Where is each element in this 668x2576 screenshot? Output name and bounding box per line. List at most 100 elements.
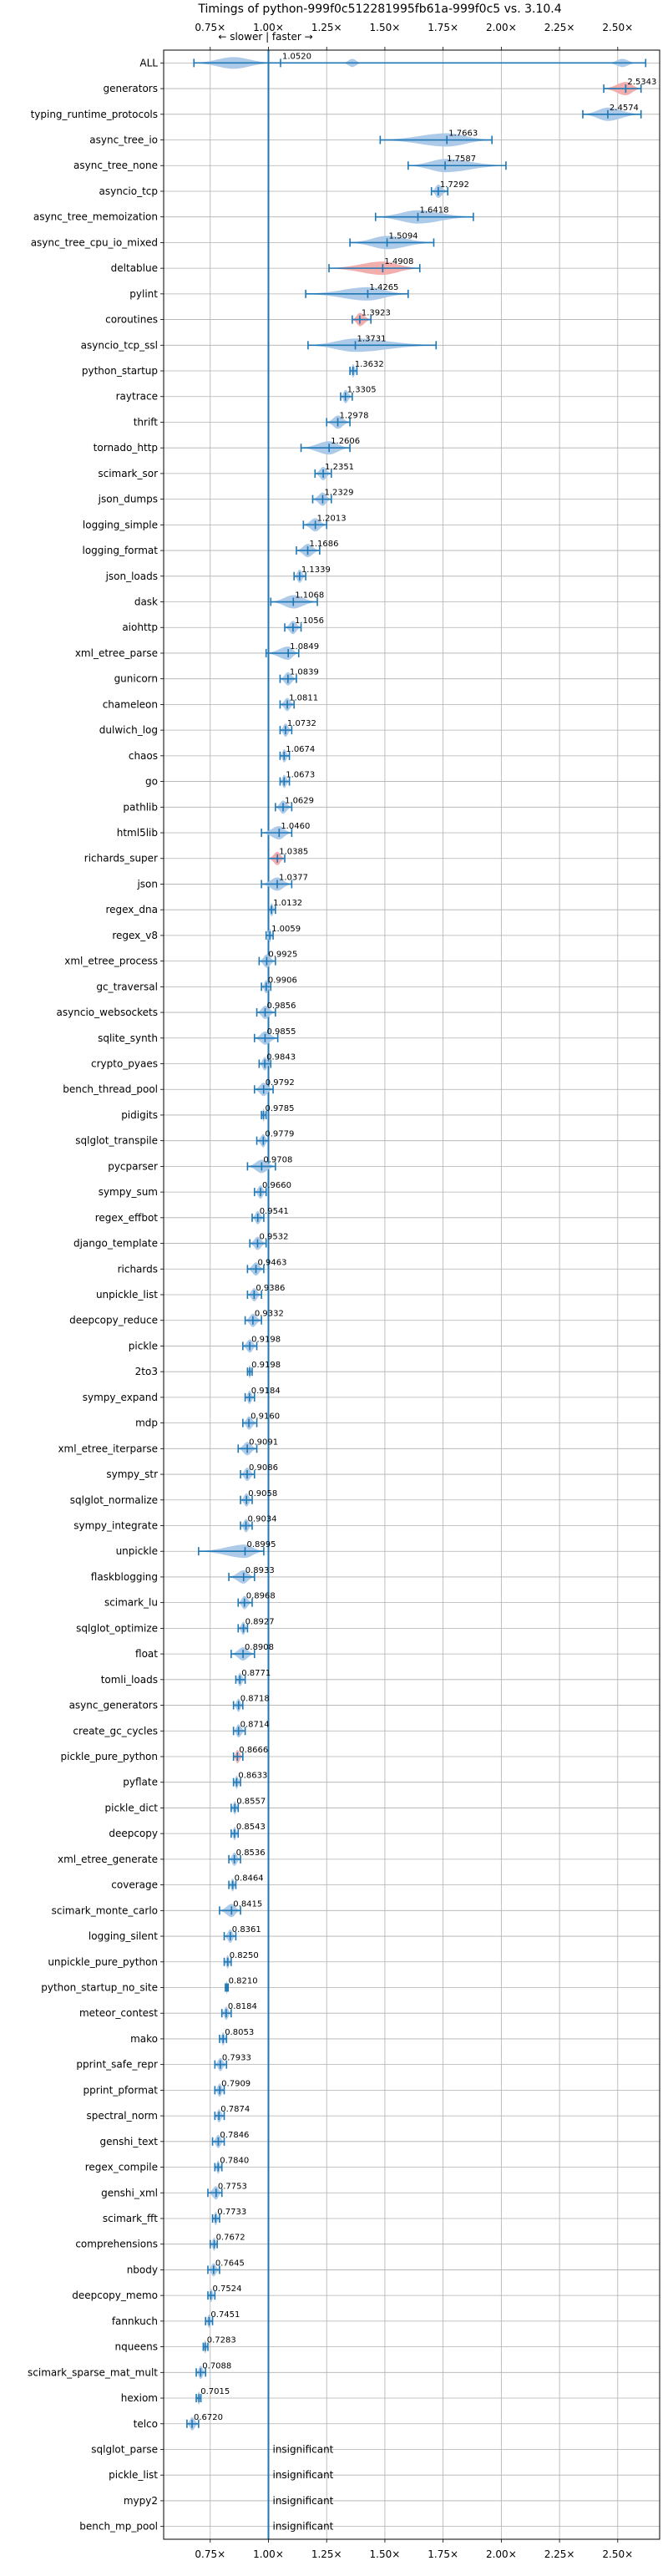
benchmark-label: pickle_pure_python bbox=[61, 1751, 158, 1762]
median-value-label: 0.9091 bbox=[249, 1438, 278, 1447]
benchmark-label: pyflate bbox=[123, 1777, 158, 1788]
median-value-label: 0.8250 bbox=[230, 1951, 259, 1960]
median-value-label: 0.7753 bbox=[218, 2182, 247, 2191]
benchmark-label: sympy_integrate bbox=[73, 1519, 158, 1531]
x-tick-label-top: 1.00× bbox=[253, 22, 284, 33]
median-value-label: 0.9184 bbox=[251, 1387, 281, 1396]
benchmark-label: sympy_str bbox=[106, 1468, 158, 1480]
median-value-label: 0.8995 bbox=[246, 1540, 276, 1549]
grid-layer bbox=[164, 50, 660, 2539]
median-value-label: 1.4265 bbox=[369, 283, 398, 292]
median-value-label: 0.9855 bbox=[266, 1027, 296, 1037]
benchmark-label: telco bbox=[134, 2418, 158, 2430]
chart-title: Timings of python-999f0c512281995fb61a-9… bbox=[197, 3, 561, 16]
median-value-label: 0.8210 bbox=[229, 1976, 258, 1985]
median-value-label: 0.8361 bbox=[232, 1925, 261, 1935]
benchmark-label: xml_etree_process bbox=[64, 956, 158, 967]
benchmark-label: pickle_dict bbox=[105, 1802, 159, 1813]
benchmark-label: dulwich_log bbox=[99, 724, 158, 736]
median-value-label: 1.2351 bbox=[325, 463, 354, 472]
benchmark-label: hexiom bbox=[121, 2392, 158, 2404]
benchmark-label: logging_silent bbox=[89, 1930, 158, 1942]
benchmark-label: aiohttp bbox=[122, 621, 158, 633]
x-tick-label-top: 2.25× bbox=[544, 22, 575, 33]
insignificant-label: insignificant bbox=[272, 2469, 333, 2481]
benchmark-label: flaskblogging bbox=[91, 1571, 158, 1583]
benchmark-label: json_loads bbox=[105, 570, 158, 582]
benchmark-label: gc_traversal bbox=[96, 981, 158, 992]
median-value-label: 1.0460 bbox=[281, 822, 310, 831]
benchmark-label: meteor_contest bbox=[79, 2007, 158, 2019]
median-value-label: 0.8968 bbox=[246, 1592, 276, 1601]
benchmark-label: sqlite_synth bbox=[98, 1032, 158, 1044]
benchmark-label: logging_simple bbox=[83, 519, 158, 530]
x-tick-label-top: 0.75× bbox=[195, 22, 225, 33]
benchmark-label: raytrace bbox=[116, 391, 158, 403]
median-value-label: 0.9925 bbox=[268, 951, 297, 960]
axis-layer: 0.75× 0.75× 1.00× 1.00× 1.25× 1.25× 1.50× 1.50×… bbox=[160, 22, 660, 2560]
median-value-label: 0.7283 bbox=[207, 2336, 236, 2345]
benchmark-label: deepcopy_memo bbox=[72, 2289, 158, 2301]
benchmark-label: python_startup bbox=[82, 365, 158, 377]
benchmark-label: asyncio_websockets bbox=[57, 1007, 158, 1018]
benchmark-label: gunicorn bbox=[114, 673, 158, 685]
benchmark-label: fannkuch bbox=[112, 2315, 158, 2327]
median-value-label: 0.9086 bbox=[249, 1463, 278, 1473]
benchmark-label: create_gc_cycles bbox=[73, 1725, 158, 1737]
median-value-label: 0.9058 bbox=[248, 1489, 277, 1498]
median-value-label: 0.8714 bbox=[240, 1720, 270, 1729]
benchmark-label: pylint bbox=[129, 288, 158, 300]
benchmark-label: regex_compile bbox=[85, 2162, 158, 2173]
median-value-label: 0.7524 bbox=[212, 2284, 241, 2294]
benchmark-label: richards bbox=[118, 1263, 158, 1275]
median-value-label: 0.9856 bbox=[266, 1001, 296, 1011]
x-tick-label-top: 1.50× bbox=[370, 22, 401, 33]
benchmark-label: pprint_safe_repr bbox=[76, 2059, 158, 2071]
benchmark-label: async_tree_memoization bbox=[33, 211, 158, 223]
benchmark-label: scimark_sparse_mat_mult bbox=[28, 2366, 158, 2378]
benchmark-label: richards_super bbox=[84, 853, 158, 865]
median-value-label: 0.7909 bbox=[221, 2079, 250, 2088]
benchmark-label: chameleon bbox=[103, 698, 158, 710]
median-value-label: 0.9708 bbox=[263, 1155, 292, 1164]
benchmark-label: chaos bbox=[129, 750, 158, 762]
benchmark-label: 2to3 bbox=[135, 1366, 158, 1377]
median-value-label: 0.8908 bbox=[245, 1643, 274, 1652]
plot-layer bbox=[186, 50, 647, 2539]
benchmark-label: sqlglot_optimize bbox=[76, 1622, 158, 1634]
median-value-label: 0.9034 bbox=[248, 1514, 277, 1524]
benchmark-label: async_generators bbox=[69, 1700, 158, 1711]
median-value-label: 1.2606 bbox=[331, 437, 360, 446]
median-value-label: 0.8933 bbox=[245, 1566, 275, 1575]
benchmark-label: scimark_lu bbox=[104, 1597, 158, 1609]
median-value-label: 0.6720 bbox=[194, 2413, 223, 2422]
median-value-label: 0.8415 bbox=[233, 1899, 262, 1909]
benchmark-label: asyncio_tcp_ssl bbox=[81, 339, 158, 351]
x-tick-label-top: 2.50× bbox=[602, 22, 633, 33]
benchmark-label: json bbox=[136, 878, 158, 890]
median-value-label: 1.1068 bbox=[295, 591, 324, 601]
median-value-label: 0.7015 bbox=[200, 2387, 230, 2396]
median-value-label: 1.3731 bbox=[357, 334, 387, 343]
insignificant-label: insignificant bbox=[272, 2521, 333, 2533]
median-value-label: 1.1056 bbox=[295, 616, 324, 626]
median-value-label: 0.8557 bbox=[236, 1797, 266, 1806]
median-value-label: 0.7933 bbox=[222, 2054, 251, 2063]
benchmark-label: xml_etree_parse bbox=[75, 647, 158, 659]
median-value-label: 0.9198 bbox=[251, 1335, 281, 1344]
median-value-label: 1.0674 bbox=[286, 745, 315, 754]
median-value-label: 0.8633 bbox=[238, 1772, 267, 1781]
median-value-label: 1.1686 bbox=[310, 540, 339, 549]
benchmark-label: asyncio_tcp bbox=[99, 185, 158, 197]
benchmark-label: genshi_text bbox=[100, 2136, 159, 2148]
benchmark-label: thrift bbox=[134, 416, 159, 428]
benchmark-label: nqueens bbox=[115, 2341, 158, 2353]
median-value-label: 1.0732 bbox=[287, 719, 316, 728]
benchmark-label: genshi_xml bbox=[101, 2187, 158, 2198]
benchmark-label: dask bbox=[134, 596, 158, 608]
benchmark-label: tornado_http bbox=[94, 442, 158, 454]
benchmark-label: sympy_expand bbox=[83, 1392, 158, 1403]
insignificant-label: insignificant bbox=[272, 2495, 333, 2507]
benchmark-label: typing_runtime_protocols bbox=[31, 109, 158, 120]
benchmark-label: crypto_pyaes bbox=[91, 1058, 158, 1070]
